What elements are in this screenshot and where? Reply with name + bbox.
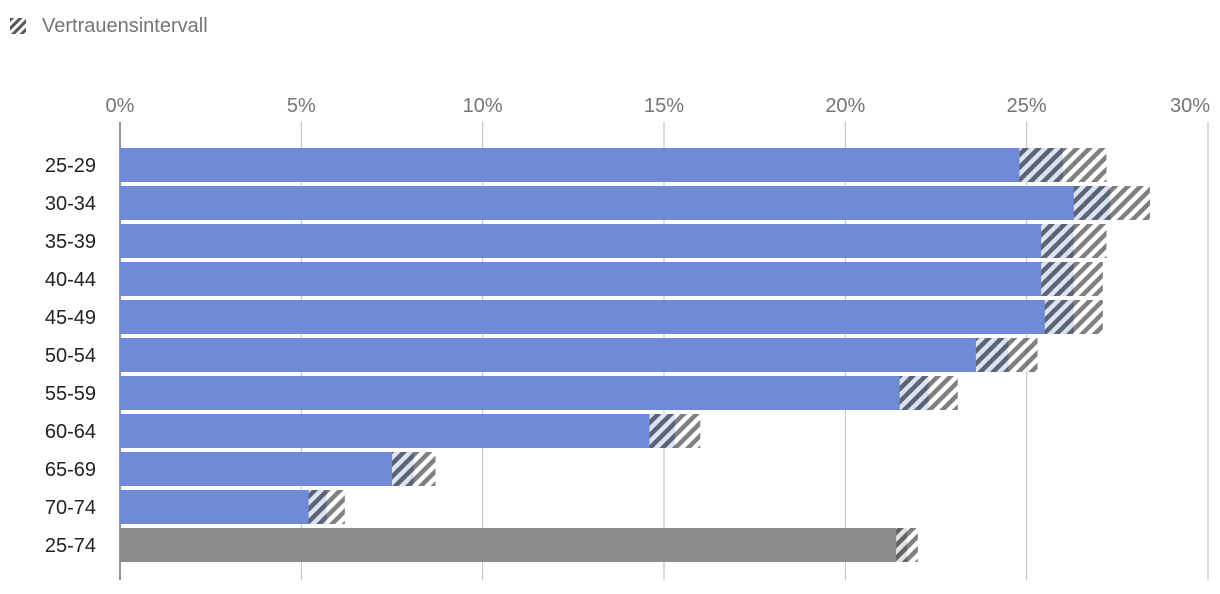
category-label: 55-59: [45, 383, 96, 405]
category-label: 35-39: [45, 231, 96, 253]
category-label: 25-74: [45, 535, 96, 557]
category-labels: 25-29 30-34 35-39 40-44 45-49 50-54 55-59 60-64…: [45, 155, 96, 557]
confidence-interval: [1041, 224, 1107, 258]
confidence-interval: [975, 338, 1038, 372]
x-tick-label: 10%: [463, 95, 503, 117]
confidence-interval: [1041, 262, 1103, 296]
x-tick-label: 15%: [644, 95, 684, 117]
category-label: 45-49: [45, 307, 96, 329]
category-label: 40-44: [45, 269, 96, 291]
confidence-interval: [896, 528, 918, 562]
confidence-interval: [1019, 148, 1107, 182]
category-label: 50-54: [45, 345, 96, 367]
bar: [120, 490, 327, 524]
bar: [120, 186, 1111, 220]
confidence-interval: [1044, 300, 1103, 334]
confidence-intervals: [308, 148, 1150, 562]
confidence-interval: [1073, 186, 1150, 220]
hatch-swatch-icon: [10, 18, 26, 34]
x-tick-label: 20%: [825, 95, 865, 117]
x-tick-label: 25%: [1007, 95, 1047, 117]
bar: [120, 338, 1009, 372]
confidence-interval: [649, 414, 701, 448]
bar: [120, 452, 414, 486]
x-axis-ticks: 0% 5% 10% 15% 20% 25% 30%: [106, 95, 1211, 117]
x-tick-label: 5%: [287, 95, 316, 117]
category-label: 30-34: [45, 193, 96, 215]
legend: Vertrauensintervall: [10, 14, 208, 38]
legend-label: Vertrauensintervall: [42, 14, 208, 37]
x-tick-label: 0%: [106, 95, 135, 117]
x-tick-label: 30%: [1170, 95, 1210, 117]
bar: [120, 528, 907, 562]
category-label: 65-69: [45, 459, 96, 481]
bar: [120, 262, 1074, 296]
bar: [120, 376, 929, 410]
bar: [120, 148, 1063, 182]
confidence-interval: [308, 490, 345, 524]
category-label: 25-29: [45, 155, 96, 177]
bar: [120, 300, 1074, 334]
category-label: 70-74: [45, 497, 96, 519]
bars: [120, 148, 1111, 562]
category-label: 60-64: [45, 421, 96, 443]
bar: [120, 414, 675, 448]
confidence-interval: [899, 376, 958, 410]
bar: [120, 224, 1074, 258]
confidence-interval: [392, 452, 436, 486]
